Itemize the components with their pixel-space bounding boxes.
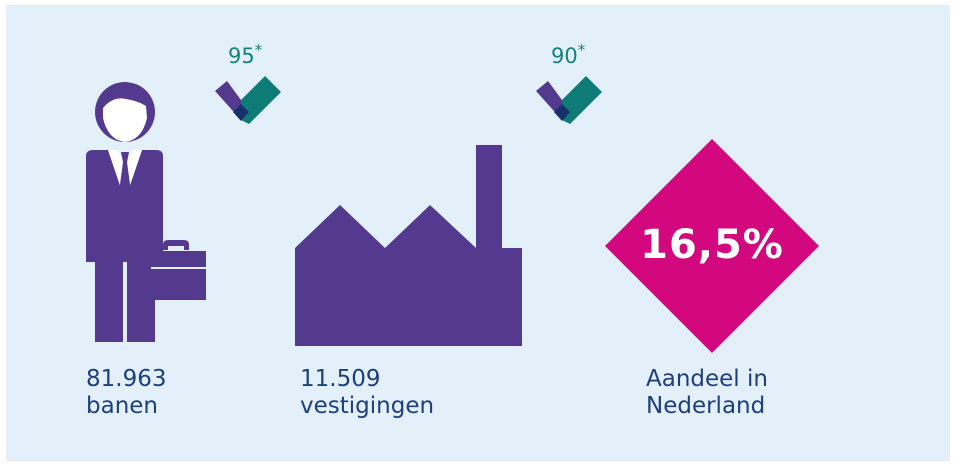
jobs-stat: 81.963 banen (86, 366, 166, 420)
diamond-shape (605, 139, 819, 353)
share-label-line1: Aandeel in (646, 366, 768, 392)
establishments-stat: 11.509 vestigingen (300, 366, 434, 420)
establishments-label: vestigingen (300, 393, 435, 419)
jobs-count: 81.963 (86, 366, 167, 392)
score-value: 90 (551, 44, 578, 68)
score-asterisk: * (254, 41, 263, 59)
score-label: 95* (228, 41, 263, 68)
checkmark-icon (536, 76, 602, 124)
score-value: 95 (228, 44, 255, 68)
share-percentage: 16,5% (640, 222, 784, 268)
establishments-count: 11.509 (300, 366, 381, 392)
score-asterisk: * (577, 41, 586, 59)
score-label: 90* (551, 41, 586, 68)
businessman-icon (86, 82, 206, 342)
share-label-line2: Nederland (646, 393, 766, 419)
share-stat: Aandeel in Nederland (646, 366, 768, 420)
jobs-label: banen (86, 393, 158, 419)
checkmark-icon (215, 76, 281, 124)
factory-icon (295, 145, 522, 346)
